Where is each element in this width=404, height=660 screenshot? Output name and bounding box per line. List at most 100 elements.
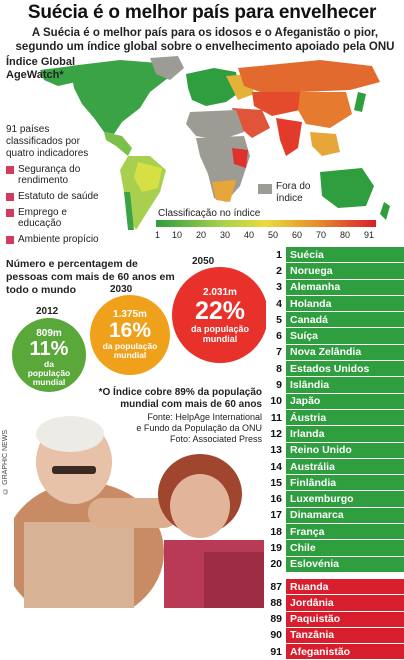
ranking-country: Suécia <box>286 247 404 263</box>
ranking-row: 10 Japão <box>266 393 404 410</box>
ranking-country: Canadá <box>286 312 404 328</box>
ranking-bottom: 87 Ruanda 88 Jordânia 89 Paquistão 90 Tanzânia 9… <box>266 578 404 660</box>
page-title: Suécia é o melhor país para envelhecer <box>27 2 377 23</box>
ranking-country: Islândia <box>286 377 404 393</box>
ranking-country: Luxemburgo <box>286 491 404 507</box>
map-australia <box>320 168 374 208</box>
ranking-number: 6 <box>266 328 286 344</box>
elderly-couple-photo <box>14 402 264 608</box>
scale-tick: 30 <box>220 230 231 240</box>
ranking-country: Áustria <box>286 409 404 426</box>
ranking-country: Japão <box>286 393 404 409</box>
ranking-row: 14 Austrália <box>266 458 404 476</box>
color-scale-bar <box>156 220 376 227</box>
map-china <box>298 92 352 128</box>
map-greenland <box>150 56 184 80</box>
population-title: Número e percentagem de pessoas com mais… <box>6 258 175 296</box>
ranking-country: Jordânia <box>286 595 404 611</box>
circle-share-label: da população mundial <box>27 359 71 387</box>
ranking-number: 15 <box>266 475 286 491</box>
ranking-country: Alemanha <box>286 279 404 295</box>
ranking-row: 9 Islândia <box>266 377 404 394</box>
ranking-country: Nova Zelândia <box>286 344 404 361</box>
map-chile <box>124 192 134 230</box>
map-middle-east <box>232 108 270 138</box>
ranking-country: Afeganistão <box>286 644 404 660</box>
ranking-number: 13 <box>266 442 286 458</box>
circle-2030: 1.375m 16% da população mundial <box>90 295 170 375</box>
year-2050: 2050 <box>192 256 215 267</box>
circle-share-label: da população mundial <box>102 341 158 360</box>
ranking-country: Paquistão <box>286 611 404 627</box>
ranking-number: 7 <box>266 344 286 361</box>
scale-tick: 1 <box>155 230 161 240</box>
ranking-country: Noruega <box>286 263 404 279</box>
ranking-number: 5 <box>266 312 286 328</box>
circle-2050: 2.031m 22% da população mundial <box>172 267 268 363</box>
ranking-number: 9 <box>266 377 286 393</box>
ranking-number: 87 <box>266 578 286 595</box>
ranking-row: 18 França <box>266 524 404 541</box>
ranking-number: 16 <box>266 491 286 507</box>
index-title: Índice Global AgeWatch* <box>6 56 75 82</box>
ranking-gap <box>266 572 404 579</box>
ranking-number: 8 <box>266 361 286 377</box>
ranking-number: 10 <box>266 393 286 409</box>
ranking-number: 89 <box>266 611 286 627</box>
ranking-number: 17 <box>266 507 286 524</box>
ranking-row: 3 Alemanha <box>266 279 404 296</box>
ranking-row: 12 Irlanda <box>266 426 404 443</box>
indicator-income: Segurança do rendimento <box>6 164 90 186</box>
indicator-environment: Ambiente propício <box>6 234 99 245</box>
graphic-news-credit: © GRAPHIC NEWS <box>2 430 9 494</box>
ranking-number: 20 <box>266 556 286 572</box>
ranking-number: 19 <box>266 540 286 556</box>
indicator-swatch <box>6 236 14 244</box>
ranking-row: 2 Noruega <box>266 263 404 280</box>
ranking-number: 4 <box>266 295 286 312</box>
index-title-line1: Índice Global <box>6 56 76 68</box>
ranking-list: 1 Suécia 2 Noruega 3 Alemanha 4 Holanda 5 Canadá 6… <box>266 247 404 660</box>
ranking-row: 87 Ruanda <box>266 578 404 596</box>
indicator-label: Ambiente propício <box>18 234 99 245</box>
circle-count: 809m <box>36 328 62 339</box>
outside-index-label: Fora do índice <box>276 181 311 204</box>
ranking-country: Reino Unido <box>286 442 404 458</box>
ranking-country: Dinamarca <box>286 507 404 524</box>
ranking-row: 7 Nova Zelândia <box>266 344 404 362</box>
indicator-label: Estatuto de saúde <box>18 191 99 202</box>
circle-percent: 16% <box>108 319 152 342</box>
index-title-line2: AgeWatch* <box>6 69 64 81</box>
map-north-america <box>70 60 170 134</box>
circle-count: 1.375m <box>113 309 147 320</box>
ranking-country: Irlanda <box>286 426 404 442</box>
circle-2012: 809m 11% da população mundial <box>12 318 86 392</box>
source-line3: Foto: Associated Press <box>169 434 262 444</box>
ranking-row: 17 Dinamarca <box>266 507 404 525</box>
ranking-row: 20 Eslovénia <box>266 556 404 573</box>
outside-index-swatch <box>258 184 272 194</box>
indicator-swatch <box>6 209 14 217</box>
ranking-number: 91 <box>266 644 286 660</box>
ranking-number: 90 <box>266 627 286 644</box>
ranking-row: 89 Paquistão <box>266 611 404 628</box>
page-subtitle: A Suécia é o melhor país para os idosos … <box>15 27 395 53</box>
ranking-number: 2 <box>266 263 286 279</box>
map-north-africa <box>186 110 244 140</box>
scale-tick: 10 <box>172 230 183 240</box>
map-south-africa <box>212 180 236 202</box>
indicator-health: Estatuto de saúde <box>6 191 99 202</box>
ranking-row: 11 Áustria <box>266 409 404 427</box>
footnote: *O Índice cobre 89% da população mundial… <box>98 387 262 410</box>
circle-share-label: da população mundial <box>190 324 249 344</box>
ranking-country: Finlândia <box>286 475 404 491</box>
scale-tick: 70 <box>316 230 327 240</box>
source-line2: e Fundo da População da ONU <box>136 423 262 433</box>
ranking-country: Austrália <box>286 458 404 475</box>
circle-percent: 11% <box>29 338 69 360</box>
ranking-number: 12 <box>266 426 286 442</box>
source-credit: Fonte: HelpAge International e Fundo da … <box>100 412 262 445</box>
ranking-row: 16 Luxemburgo <box>266 491 404 508</box>
ranking-row: 5 Canadá <box>266 312 404 329</box>
indicator-swatch <box>6 166 14 174</box>
